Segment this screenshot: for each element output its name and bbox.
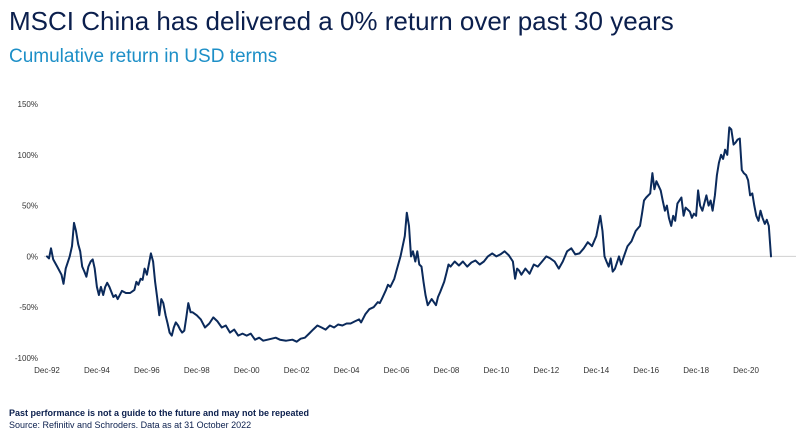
x-tick-label: Dec-20: [733, 366, 759, 375]
y-tick-label: -100%: [15, 354, 38, 363]
x-tick-label: Dec-04: [334, 366, 360, 375]
x-tick-label: Dec-94: [84, 366, 110, 375]
chart-title: MSCI China has delivered a 0% return ove…: [9, 6, 674, 36]
y-tick-label: 150%: [18, 100, 38, 109]
x-tick-label: Dec-98: [184, 366, 210, 375]
cumulative-return-line: [46, 126, 772, 343]
disclaimer-footnote: Past performance is not a guide to the f…: [9, 408, 310, 418]
x-axis: Dec-92 Dec-94 Dec-96 Dec-98 Dec-00 Dec-02 Dec-…: [34, 366, 759, 375]
series-layer: [46, 126, 772, 343]
x-tick-label: Dec-06: [384, 366, 410, 375]
x-tick-label: Dec-02: [284, 366, 310, 375]
x-tick-label: Dec-96: [134, 366, 160, 375]
x-tick-label: Dec-08: [434, 366, 460, 375]
x-tick-label: Dec-18: [683, 366, 709, 375]
x-tick-label: Dec-92: [34, 366, 60, 375]
y-axis: 150% 100% 50% 0% -50% -100%: [15, 100, 38, 363]
x-tick-label: Dec-12: [533, 366, 559, 375]
y-tick-label: 100%: [18, 151, 38, 160]
chart-subtitle: Cumulative return in USD terms: [9, 46, 278, 67]
source-note: Source: Refinitiv and Schroders. Data as…: [9, 420, 252, 430]
y-tick-label: -50%: [19, 303, 38, 312]
x-tick-label: Dec-00: [234, 366, 260, 375]
y-tick-label: 0%: [26, 252, 38, 261]
x-tick-label: Dec-14: [583, 366, 609, 375]
y-tick-label: 50%: [22, 202, 38, 211]
x-tick-label: Dec-10: [483, 366, 509, 375]
x-tick-label: Dec-16: [633, 366, 659, 375]
